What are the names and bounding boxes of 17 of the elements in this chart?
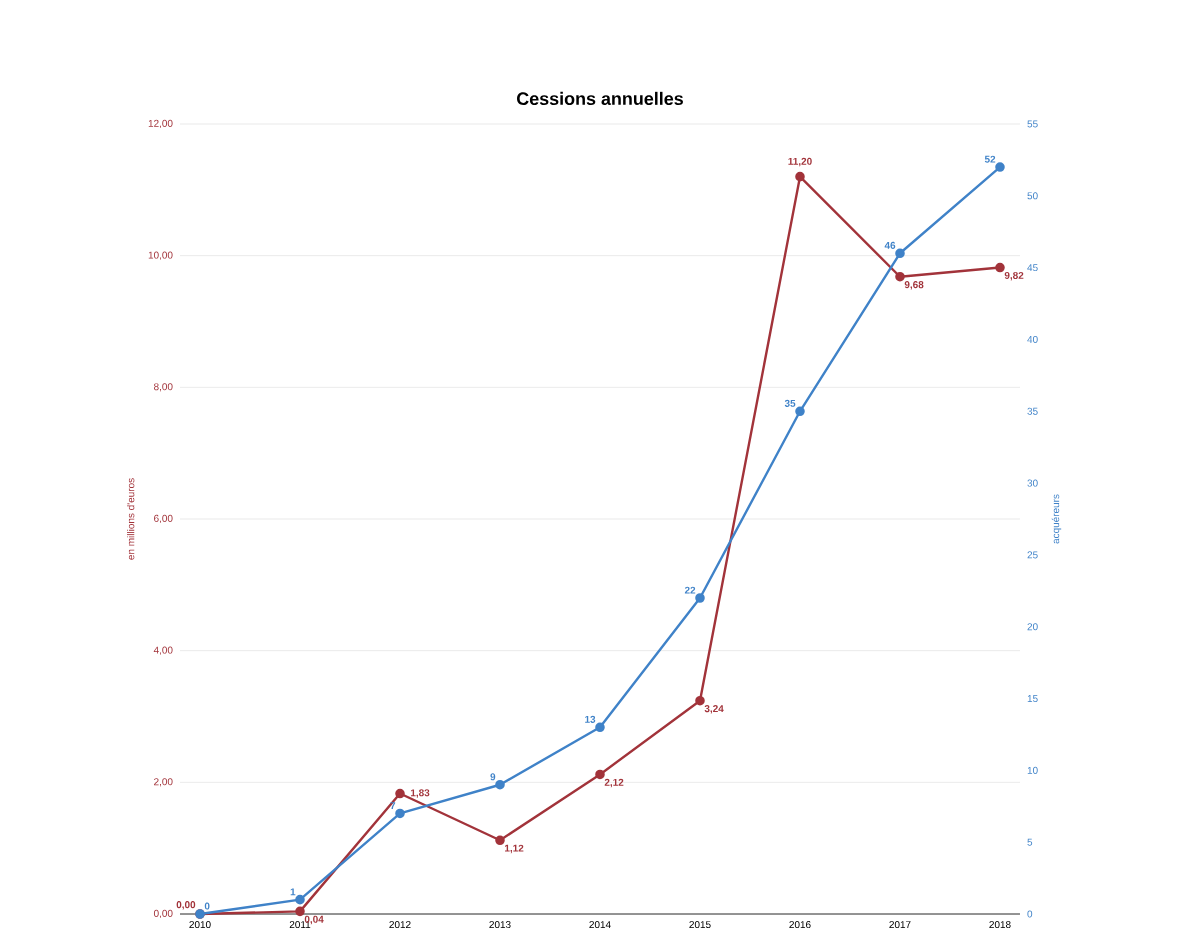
chart-title: Cessions annuelles — [517, 91, 683, 106]
point — [995, 262, 1005, 273]
point — [495, 779, 505, 790]
point — [695, 593, 705, 603]
point — [595, 769, 605, 780]
point — [695, 695, 705, 706]
point — [495, 835, 505, 846]
point — [395, 808, 405, 819]
point — [795, 171, 805, 182]
point — [295, 894, 305, 905]
point — [895, 271, 905, 282]
point — [995, 162, 1005, 172]
point — [595, 722, 605, 733]
point — [895, 248, 905, 259]
point — [395, 788, 405, 799]
point — [295, 906, 305, 917]
point — [795, 406, 805, 417]
